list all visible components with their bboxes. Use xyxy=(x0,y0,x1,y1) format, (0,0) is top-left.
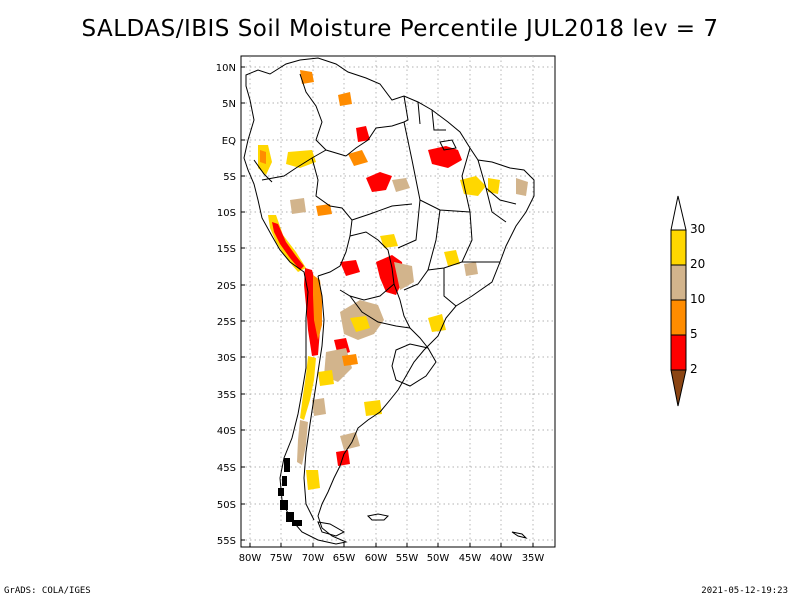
south-georgia xyxy=(511,531,528,539)
lat-ticks xyxy=(241,66,245,541)
shading-argentina-yellow xyxy=(318,370,334,386)
colorbar-label: 5 xyxy=(690,327,698,341)
shading-amazon-red-2 xyxy=(366,172,392,192)
lon-label: 75W xyxy=(270,553,293,564)
border-bolivia-paraguay xyxy=(339,283,395,301)
lat-label: 15S xyxy=(217,244,236,255)
border-states xyxy=(351,121,517,307)
colorbar xyxy=(670,195,687,407)
lat-label: 20S xyxy=(217,281,236,292)
lon-label: 45W xyxy=(459,553,482,564)
border-ecuador-peru xyxy=(253,159,273,183)
footer-timestamp: 2021-05-12-19:23 xyxy=(701,586,788,596)
lat-label: EQ xyxy=(222,136,236,147)
colorbar-label: 10 xyxy=(690,292,706,306)
lat-label: 10S xyxy=(217,208,236,219)
lat-label: 30S xyxy=(217,353,236,364)
shading-venezuela-2 xyxy=(356,126,370,142)
border-paraguay-argentina xyxy=(349,295,411,329)
graticule xyxy=(241,56,555,547)
lat-label: 10N xyxy=(216,63,236,74)
lon-ticks xyxy=(249,543,534,547)
falkland-islands xyxy=(366,513,390,521)
border-uruguay xyxy=(391,343,437,387)
colorbar-label: 30 xyxy=(690,222,706,236)
lon-label: 40W xyxy=(490,553,513,564)
colorbar-swatch-10-20 xyxy=(670,264,687,301)
shading-ne-brazil-tan xyxy=(392,178,410,192)
shading-peru-interior-2 xyxy=(316,204,332,216)
lat-label: 45S xyxy=(217,463,236,474)
shading-amazon-orange xyxy=(348,150,368,166)
lat-label: 35S xyxy=(217,390,236,401)
colorbar-bottom-triangle xyxy=(670,369,687,407)
lat-label: 5S xyxy=(223,172,236,183)
shading-brazil-se-2 xyxy=(464,262,478,276)
border-argentina-brazil xyxy=(409,327,429,349)
shading-amazon-red xyxy=(428,146,462,168)
shading-ne-coast-tan xyxy=(516,178,528,196)
lat-axis: 10N 5N EQ 5S 10S 15S 20S 25S 30S 35S 40S… xyxy=(216,63,236,547)
lat-label: 55S xyxy=(217,536,236,547)
border-colombia-venezuela xyxy=(299,73,347,157)
map-title: SALDAS/IBIS Soil Moisture Percentile JUL… xyxy=(81,16,719,42)
border-venezuela-brazil xyxy=(345,121,405,157)
shading-venezuela xyxy=(338,92,352,106)
lon-label: 35W xyxy=(522,553,545,564)
shading-argentina-orange xyxy=(342,354,358,366)
lon-label: 65W xyxy=(333,553,356,564)
shading-chile-tan xyxy=(297,420,308,465)
shading-peru-interior xyxy=(290,198,306,214)
border-peru-brazil xyxy=(311,157,353,237)
shading-colombia-yellow xyxy=(286,150,316,168)
chile-fjords xyxy=(278,458,302,526)
lat-label: 5N xyxy=(222,99,236,110)
shading-bolivia-yellow xyxy=(380,234,398,248)
shading-ne-brazil xyxy=(460,176,486,196)
lon-axis: 80W 75W 70W 65W 60W 55W 50W 45W 40W 35W xyxy=(239,553,545,564)
colorbar-swatch-20-30 xyxy=(670,229,687,266)
shading-chaco-yellow xyxy=(350,316,370,332)
lat-label: 25S xyxy=(217,317,236,328)
footer-credit: GrADS: COLA/IGES xyxy=(4,586,91,596)
shading-chile-north-orange xyxy=(313,275,322,340)
border-paraguay-brazil xyxy=(393,283,411,329)
lon-label: 50W xyxy=(427,553,450,564)
shading-brazil-central xyxy=(444,250,460,266)
lon-label: 80W xyxy=(239,553,262,564)
shading-patagonia-tan-2 xyxy=(340,432,360,450)
border-bolivia-brazil xyxy=(349,231,395,285)
lat-label: 40S xyxy=(217,426,236,437)
lon-label: 70W xyxy=(302,553,325,564)
shading-peru-coast-red xyxy=(272,222,304,270)
shading-chile-central xyxy=(300,356,316,420)
colorbar-label: 2 xyxy=(690,362,698,376)
colorbar-label: 20 xyxy=(690,257,706,271)
shading-bolivia-red xyxy=(340,260,360,276)
marajo-island xyxy=(439,139,457,151)
lon-label: 55W xyxy=(396,553,419,564)
lat-label: 50S xyxy=(217,500,236,511)
shading-patagonia-yellow xyxy=(364,400,382,416)
shading-pantanal-tan xyxy=(394,262,414,290)
border-colombia-peru xyxy=(261,149,327,181)
border-peru-bolivia xyxy=(317,235,351,277)
shading-ecuador-orange xyxy=(260,150,266,164)
shading-ne-coast xyxy=(488,178,500,194)
map-frame xyxy=(240,55,556,548)
shaded-regions xyxy=(258,70,528,490)
shading-patagonia-yellow-2 xyxy=(306,470,320,490)
coastline xyxy=(243,57,535,545)
border-chile-argentina xyxy=(303,275,325,521)
lon-label: 60W xyxy=(365,553,388,564)
border-guyanas xyxy=(403,95,446,131)
continent-outline xyxy=(243,57,535,545)
shading-patagonia-tan xyxy=(312,398,326,416)
tierra-del-fuego xyxy=(317,521,346,537)
colorbar-top-triangle xyxy=(670,195,687,231)
shading-colombia-n xyxy=(300,70,314,84)
colorbar-swatch-2-5 xyxy=(670,334,687,371)
colorbar-swatch-5-10 xyxy=(670,299,687,336)
